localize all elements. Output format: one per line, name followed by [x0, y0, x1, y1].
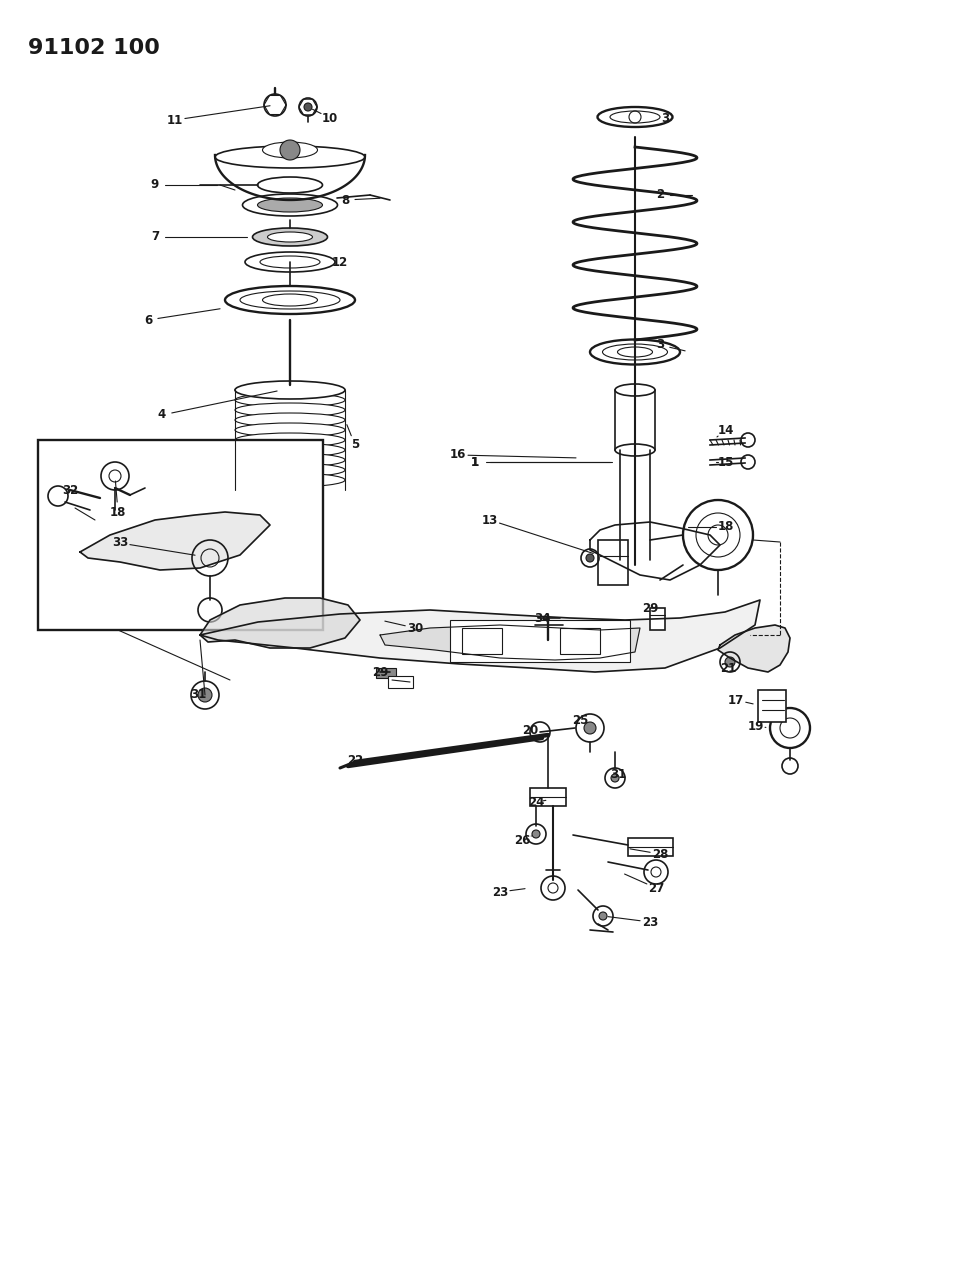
Ellipse shape [615, 384, 655, 397]
Text: 20: 20 [522, 723, 538, 737]
Ellipse shape [598, 107, 672, 128]
Ellipse shape [235, 423, 345, 437]
Text: 17: 17 [728, 694, 744, 706]
Text: 6: 6 [143, 314, 152, 326]
Text: 34: 34 [533, 612, 551, 625]
Text: 23: 23 [492, 886, 509, 899]
Text: 12: 12 [332, 255, 348, 269]
Text: 31: 31 [610, 769, 626, 782]
Ellipse shape [235, 382, 345, 397]
Ellipse shape [610, 111, 660, 122]
Ellipse shape [235, 434, 345, 448]
Ellipse shape [257, 198, 322, 212]
Bar [462, 629, 502, 654]
Ellipse shape [590, 339, 680, 365]
Text: 18: 18 [718, 520, 734, 533]
Polygon shape [200, 601, 760, 672]
Ellipse shape [240, 291, 340, 309]
Text: 31: 31 [190, 688, 206, 701]
Text: 91102 100: 91102 100 [28, 38, 160, 57]
Text: 3: 3 [656, 338, 664, 352]
Circle shape [198, 688, 212, 703]
Ellipse shape [235, 403, 345, 417]
Text: 13: 13 [482, 514, 498, 527]
Ellipse shape [225, 286, 355, 314]
Text: 26: 26 [513, 834, 531, 847]
Circle shape [532, 830, 540, 838]
Text: 25: 25 [572, 714, 588, 727]
Bar [450, 620, 630, 662]
Text: 18: 18 [110, 505, 126, 519]
Circle shape [725, 657, 735, 667]
Ellipse shape [235, 453, 345, 467]
Bar [598, 541, 628, 585]
Text: 1: 1 [471, 455, 479, 468]
Ellipse shape [235, 473, 345, 487]
Ellipse shape [235, 442, 345, 456]
Bar [38, 440, 323, 630]
Polygon shape [718, 625, 790, 672]
Text: 3: 3 [661, 111, 669, 125]
Ellipse shape [252, 228, 328, 246]
Text: 15: 15 [718, 455, 734, 468]
Bar [628, 838, 673, 856]
Bar [530, 788, 566, 806]
Polygon shape [80, 513, 270, 570]
Text: 21: 21 [720, 662, 736, 674]
Ellipse shape [268, 232, 313, 242]
Text: 5: 5 [351, 439, 359, 451]
Text: 8: 8 [341, 194, 349, 207]
Text: 29: 29 [641, 602, 658, 615]
Circle shape [599, 912, 607, 921]
Text: 30: 30 [407, 621, 424, 635]
Text: 14: 14 [718, 423, 734, 436]
Ellipse shape [245, 252, 335, 272]
Bar [560, 629, 600, 654]
Text: 16: 16 [450, 449, 467, 462]
Ellipse shape [618, 347, 653, 357]
Circle shape [304, 103, 312, 111]
Ellipse shape [257, 177, 322, 193]
Ellipse shape [263, 142, 317, 158]
Ellipse shape [602, 344, 667, 360]
Text: 1: 1 [471, 455, 479, 468]
Circle shape [584, 722, 596, 734]
Text: 19: 19 [748, 719, 764, 733]
Text: 22: 22 [347, 754, 363, 766]
Ellipse shape [260, 256, 320, 268]
Text: 4: 4 [158, 408, 166, 422]
Text: 32: 32 [62, 483, 78, 496]
Ellipse shape [235, 413, 345, 427]
Ellipse shape [615, 444, 655, 456]
Ellipse shape [215, 147, 365, 168]
Bar [758, 690, 786, 722]
Ellipse shape [235, 393, 345, 407]
Circle shape [586, 555, 594, 562]
Ellipse shape [263, 295, 317, 306]
Text: 11: 11 [167, 113, 184, 126]
Circle shape [280, 140, 300, 159]
Polygon shape [380, 625, 640, 660]
Polygon shape [200, 598, 360, 648]
Ellipse shape [235, 381, 345, 399]
Text: 28: 28 [652, 848, 668, 861]
Text: 27: 27 [648, 881, 664, 895]
Text: 2: 2 [656, 189, 664, 201]
Bar [388, 676, 413, 688]
Text: 7: 7 [151, 231, 159, 244]
Ellipse shape [235, 463, 345, 477]
Text: 10: 10 [322, 111, 338, 125]
Bar [650, 608, 665, 630]
Text: 9: 9 [151, 179, 159, 191]
Bar [376, 668, 396, 678]
Text: 33: 33 [112, 537, 128, 550]
Text: 29: 29 [372, 666, 388, 678]
Text: 23: 23 [641, 915, 658, 928]
Text: 24: 24 [528, 796, 544, 808]
Circle shape [611, 774, 619, 782]
Ellipse shape [243, 194, 337, 215]
